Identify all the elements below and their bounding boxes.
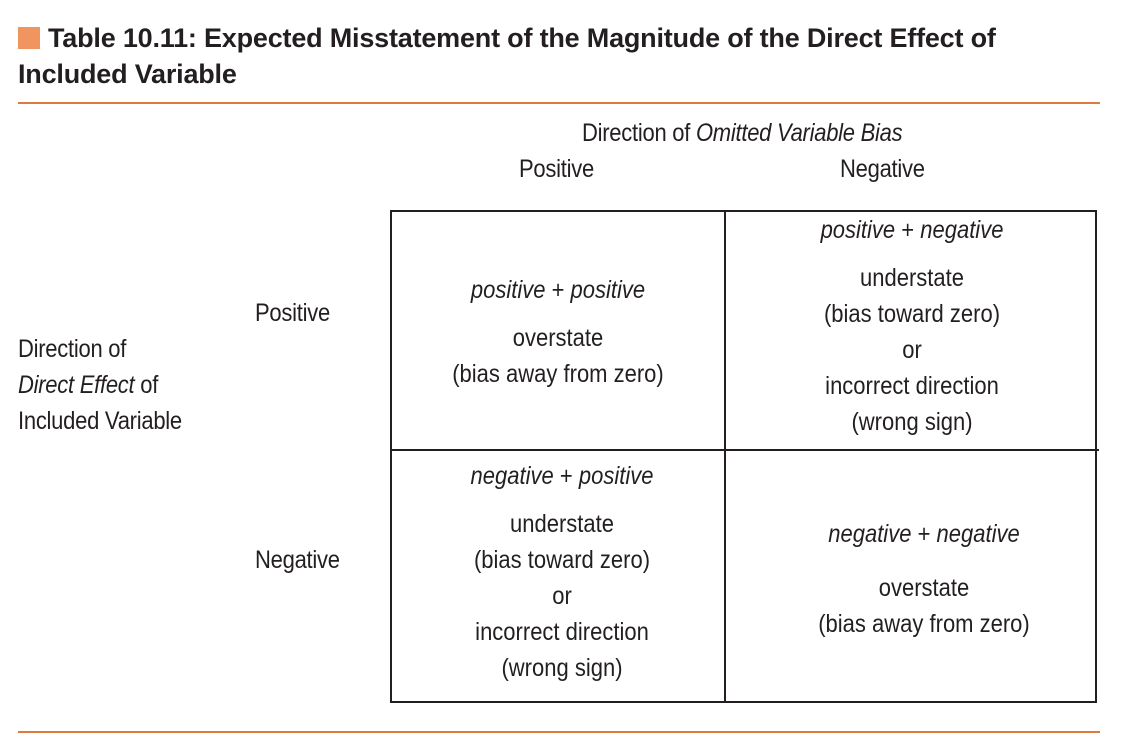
cell-text-line: (bias away from zero) <box>452 360 664 388</box>
cell-text-line: or <box>552 582 572 610</box>
cell-text-line: (bias toward zero) <box>473 546 651 574</box>
row-header-positive: Positive <box>255 299 330 327</box>
row-group-line3: Included Variable <box>18 407 182 435</box>
cell-text-line: (wrong sign) <box>501 654 623 682</box>
combo-plus: + <box>559 462 573 490</box>
top-rule <box>18 102 1100 104</box>
combo-term-a: positive <box>820 216 896 244</box>
cell-text-line: overstate <box>878 574 970 602</box>
row-group-line2: Direct Effect of <box>18 367 158 403</box>
combo-term-a: negative <box>470 462 554 490</box>
matrix-grid <box>390 210 1097 703</box>
combo-plus: + <box>917 520 931 548</box>
bottom-rule <box>18 731 1100 733</box>
cell-negative-positive: negative + positive understate (bias tow… <box>392 458 732 686</box>
cell-combo: positive + positive <box>412 272 704 308</box>
title-marker-square <box>18 27 40 49</box>
cell-text-line: understate <box>860 264 964 292</box>
combo-plus: + <box>551 276 565 304</box>
cell-text-line: or <box>902 336 922 364</box>
combo-term-b: negative <box>936 520 1020 548</box>
combo-term-b: positive <box>578 462 654 490</box>
cell-text-line: overstate <box>512 324 604 352</box>
cell-positive-negative: positive + negative understate (bias tow… <box>726 212 1098 440</box>
cell-text-line: (wrong sign) <box>851 408 973 436</box>
combo-term-a: positive <box>470 276 546 304</box>
row-group-line2-rest: of <box>134 371 159 399</box>
grid-horizontal-divider <box>390 449 1099 451</box>
table-title-text: Table 10.11: Expected Misstatement of th… <box>18 23 996 89</box>
cell-negative-negative: negative + negative overstate (bias away… <box>726 516 1122 642</box>
cell-text-line: incorrect direction <box>475 618 649 646</box>
row-group-line1: Direction of <box>18 335 127 363</box>
grid-vertical-divider <box>724 210 726 703</box>
column-group-prefix: Direction of <box>582 119 696 147</box>
cell-positive-positive: positive + positive overstate (bias away… <box>392 272 724 392</box>
column-header-positive: Positive <box>519 155 594 183</box>
cell-text-line: understate <box>510 510 614 538</box>
cell-combo: negative + negative <box>750 516 1098 552</box>
combo-plus: + <box>901 216 915 244</box>
cell-text-line: incorrect direction <box>825 372 999 400</box>
column-group-italic: Omitted Variable Bias <box>695 119 903 147</box>
row-header-negative: Negative <box>255 546 340 574</box>
cell-text-line: (bias toward zero) <box>823 300 1001 328</box>
combo-term-b: negative <box>920 216 1004 244</box>
cell-combo: negative + positive <box>412 458 711 494</box>
combo-term-b: positive <box>570 276 646 304</box>
combo-term-a: negative <box>828 520 912 548</box>
table-title: Table 10.11: Expected Misstatement of th… <box>18 20 1108 92</box>
row-group-italic: Direct Effect <box>18 371 135 399</box>
column-header-negative: Negative <box>840 155 925 183</box>
column-group-header: Direction of Omitted Variable Bias <box>582 115 903 151</box>
cell-combo: positive + negative <box>748 212 1075 248</box>
cell-text-line: (bias away from zero) <box>818 610 1030 638</box>
